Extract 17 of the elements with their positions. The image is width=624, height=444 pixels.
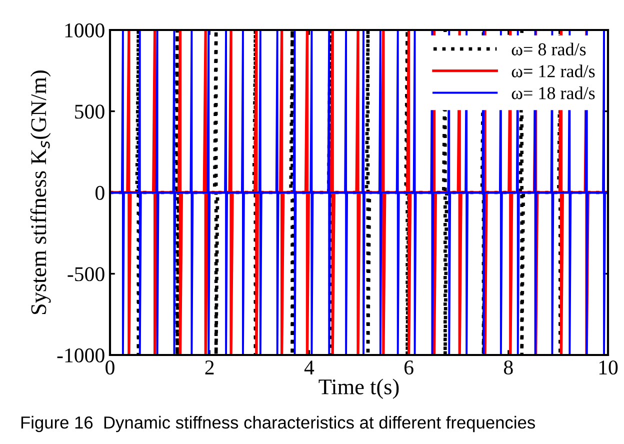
y-tick-label: -1000 xyxy=(57,348,104,362)
x-tick-label: 2 xyxy=(205,360,214,374)
x-tick-label: 10 xyxy=(599,360,618,375)
x-tick-label: 0 xyxy=(106,360,114,375)
y-tick-label: 1000 xyxy=(65,23,104,38)
legend-label: ω= 12 rad/s xyxy=(512,64,595,78)
x-tick-label: 4 xyxy=(304,360,314,374)
y-tick-label: 500 xyxy=(75,104,104,119)
legend-label: ω= 8 rad/s xyxy=(512,42,586,56)
x-tick-label: 8 xyxy=(504,360,513,375)
caption: Figure 16 Dynamic stiffness characteristics at different frequencies xyxy=(21,416,535,432)
x-axis-title: Time t(s) xyxy=(318,378,399,399)
y-tick-label: -500 xyxy=(68,267,104,282)
y-axis-title: System stiffness K$_{s}$(GN/m) xyxy=(30,70,51,314)
x-tick-label: 6 xyxy=(404,360,414,375)
legend-label: ω= 18 rad/s xyxy=(512,86,595,100)
y-tick-label: 0 xyxy=(96,186,104,200)
